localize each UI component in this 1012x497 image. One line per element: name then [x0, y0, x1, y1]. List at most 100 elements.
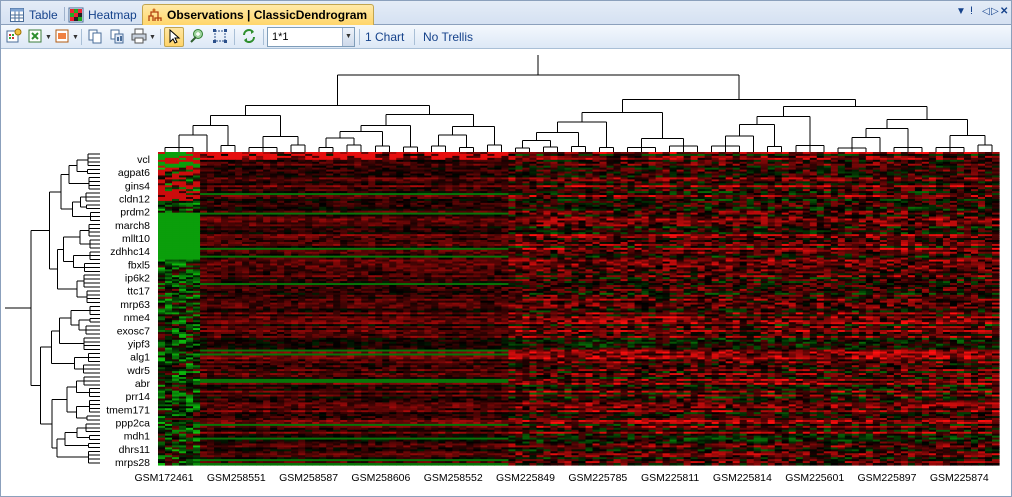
heatmap-cell	[830, 177, 839, 180]
heatmap-cell	[935, 173, 944, 177]
heatmap-cell	[228, 198, 236, 202]
heatmap-cell	[340, 210, 348, 214]
heatmap-cell	[354, 152, 362, 155]
heatmap-cell	[515, 206, 524, 210]
select-tool-button[interactable]	[164, 27, 184, 47]
properties-button[interactable]	[4, 27, 24, 47]
charts-count-button[interactable]: 1 Chart	[365, 30, 405, 44]
heatmap-cell	[403, 183, 411, 186]
heatmap-cell	[340, 153, 348, 157]
heatmap-cell	[718, 185, 727, 188]
heatmap-cell	[417, 189, 425, 192]
heatmap-grid[interactable]	[158, 152, 1000, 466]
heatmap-cell	[354, 173, 362, 177]
heatmap-cell	[676, 175, 685, 179]
heatmap-cell	[606, 153, 615, 157]
heatmap-cell	[564, 173, 573, 177]
chevron-down-icon[interactable]: ▼	[72, 34, 79, 41]
heatmap-cell	[200, 208, 208, 212]
heatmap-cell	[431, 153, 439, 157]
heatmap-cell	[172, 187, 180, 190]
heatmap-cell	[809, 187, 818, 190]
chevron-down-icon[interactable]: ▼	[342, 28, 354, 46]
heatmap-cell	[431, 210, 439, 214]
heatmap-cell	[550, 159, 559, 163]
heatmap-cell	[571, 206, 580, 210]
heatmap-cell	[578, 195, 587, 198]
copy-chart-button[interactable]	[107, 27, 127, 47]
tab-observations-dendrogram[interactable]: Observations | ClassicDendrogram	[142, 4, 375, 25]
heatmap-cell	[403, 153, 411, 157]
trellis-button[interactable]: No Trellis	[423, 30, 474, 44]
heatmap-cell	[879, 152, 888, 155]
heatmap-cell	[158, 177, 166, 180]
heatmap-cell	[837, 153, 846, 157]
next-icon[interactable]: ▷	[991, 6, 999, 17]
heatmap-cell	[375, 171, 383, 175]
window-menu-icon[interactable]: ▼	[956, 6, 966, 17]
heatmap-cell	[592, 196, 601, 200]
heatmap-cell	[340, 163, 348, 167]
heatmap-cell	[564, 171, 573, 175]
heatmap-cell	[767, 157, 776, 161]
heatmap-cell	[557, 218, 566, 222]
heatmap-cell	[550, 161, 559, 165]
heatmap-cell	[529, 175, 538, 179]
heatmap-cell	[452, 167, 460, 171]
heatmap-cell	[991, 206, 1000, 210]
heatmap-cell	[935, 204, 944, 208]
heatmap-cell	[872, 196, 881, 200]
heatmap-cell	[809, 165, 818, 169]
heatmap-cell	[214, 185, 222, 188]
previous-icon[interactable]: ◁	[982, 6, 990, 17]
heatmap-cell	[319, 204, 327, 208]
heatmap-cell	[480, 167, 488, 171]
heatmap-cell	[837, 181, 846, 184]
heatmap-cell	[165, 210, 173, 214]
heatmap-cell	[291, 206, 299, 210]
heatmap-cell	[802, 157, 811, 161]
heatmap-cell	[347, 181, 355, 184]
export-excel-button[interactable]	[25, 27, 45, 47]
heatmap-cell	[879, 224, 888, 227]
zoom-factor-select[interactable]: 1*1 ▼	[267, 27, 355, 47]
heatmap-cell	[298, 189, 306, 192]
export-image-button[interactable]	[52, 27, 72, 47]
heatmap-cell	[963, 196, 972, 200]
heatmap-cell	[529, 169, 538, 173]
close-icon[interactable]: ✕	[1000, 6, 1009, 17]
heatmap-cell	[263, 224, 271, 227]
refresh-button[interactable]	[239, 27, 259, 47]
print-button[interactable]	[129, 27, 149, 47]
zoom-tool-button[interactable]	[187, 27, 207, 47]
heatmap-cell	[963, 169, 972, 173]
heatmap-cell	[438, 206, 446, 210]
chevron-down-icon[interactable]: ▼	[149, 34, 156, 41]
copy-button[interactable]	[85, 27, 105, 47]
heatmap-cell	[347, 218, 355, 222]
heatmap-cell	[809, 208, 818, 212]
heatmap-cell	[781, 222, 790, 225]
heatmap-cell	[816, 153, 825, 157]
heatmap-cell	[788, 212, 797, 216]
fit-view-button[interactable]	[210, 27, 230, 47]
heatmap-cell	[501, 208, 510, 212]
tab-table[interactable]: Table	[5, 4, 64, 25]
tab-heatmap[interactable]: Heatmap	[64, 4, 143, 25]
heatmap-cell	[312, 210, 320, 214]
heatmap-cell	[606, 163, 615, 167]
heatmap-cell	[361, 167, 369, 171]
heatmap-cell	[641, 222, 650, 225]
heatmap-cell	[459, 183, 467, 186]
heatmap-cell	[242, 183, 250, 186]
pin-icon[interactable]: ⵑ	[970, 6, 973, 17]
heatmap-cell	[683, 161, 692, 165]
dendrogram-heatmap-chart[interactable]: vcl agpat6 gins4 cldn12 prdm2 march8 mllt10 zdh…	[1, 49, 1011, 496]
heatmap-cell	[165, 218, 173, 222]
heatmap-cell	[431, 183, 439, 186]
chart-canvas[interactable]: vclagpat6gins4cldn12prdm2march8mllt10zdh…	[1, 49, 1011, 496]
heatmap-cell	[760, 210, 769, 214]
heatmap-cell	[529, 167, 538, 171]
chevron-down-icon[interactable]: ▼	[45, 34, 52, 41]
heatmap-cell	[809, 218, 818, 222]
